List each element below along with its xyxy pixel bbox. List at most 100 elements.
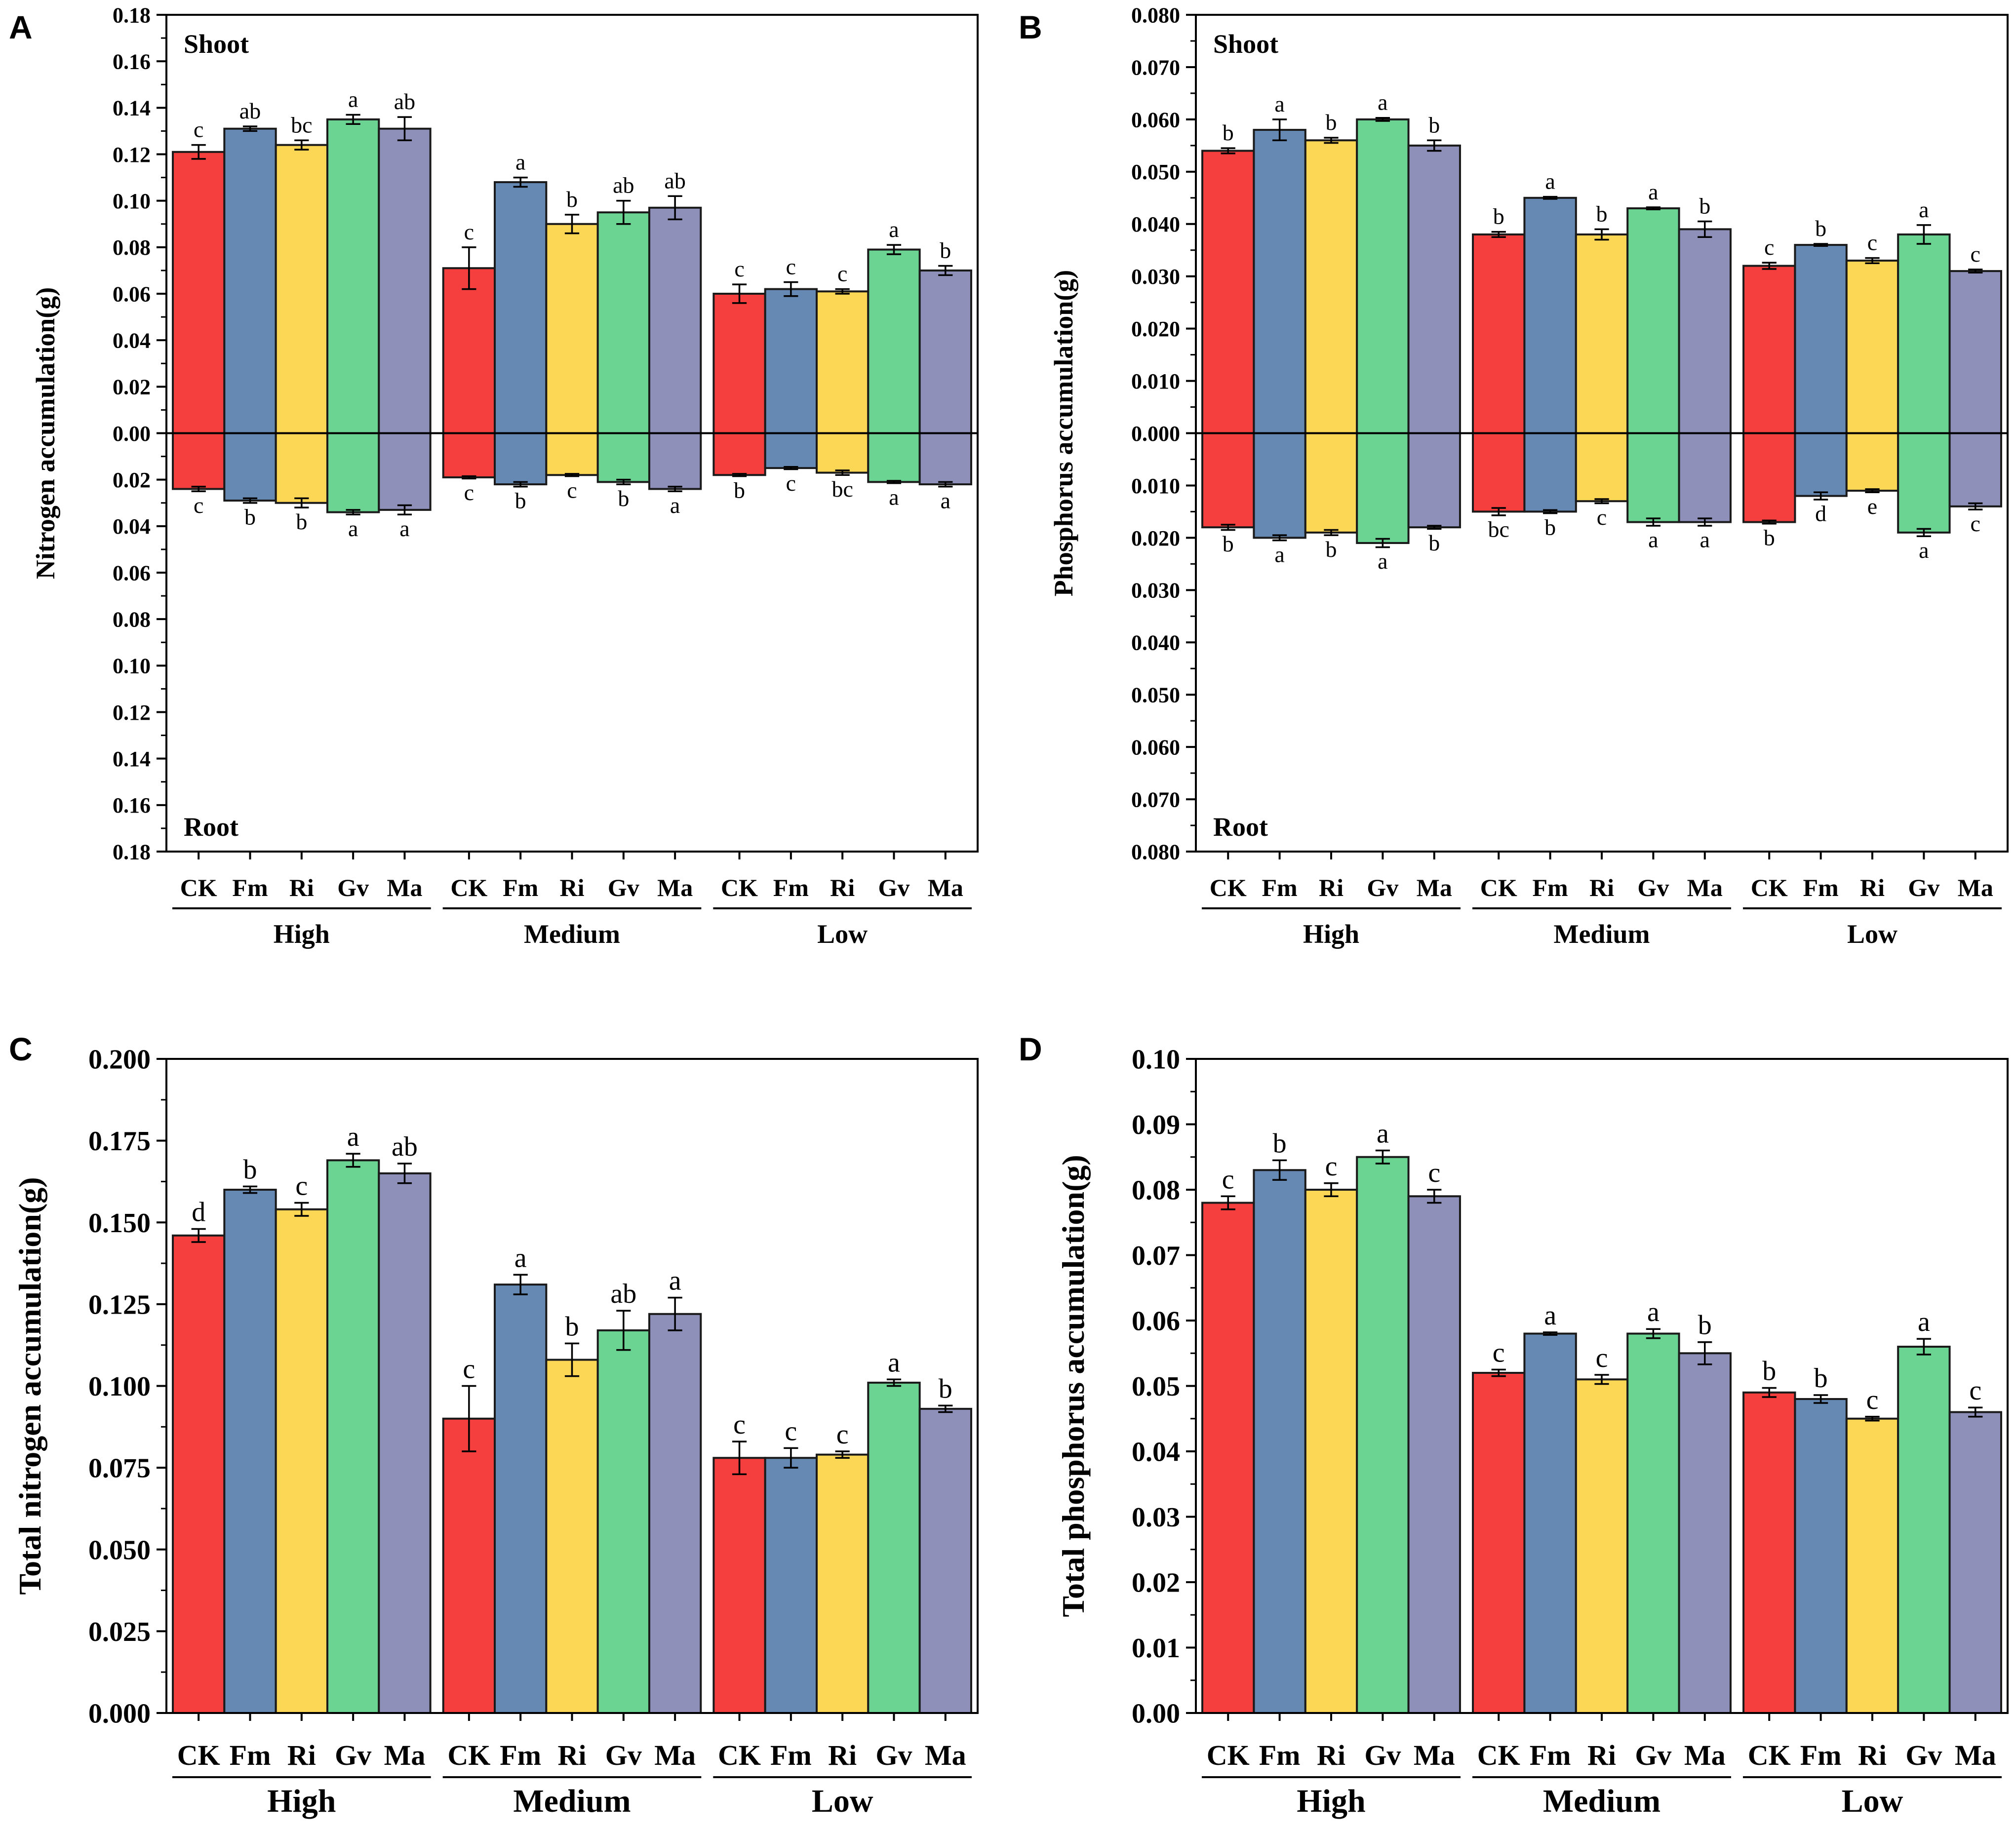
group-label: Low — [817, 919, 868, 949]
bar-fm — [1253, 129, 1306, 434]
bar-ma — [1407, 144, 1461, 434]
bar-gv — [1626, 432, 1680, 523]
category-label: Ri — [1587, 1739, 1616, 1771]
category-label: Ma — [657, 874, 693, 901]
significance-letter: a — [1648, 527, 1658, 552]
significance-letter: ab — [610, 1279, 636, 1309]
bar-ri — [1575, 233, 1629, 434]
significance-letter: ab — [394, 89, 415, 114]
region-label-shoot: Shoot — [1213, 29, 1278, 59]
bar-ck — [1201, 150, 1255, 434]
bar-ri — [816, 1453, 870, 1714]
significance-letter: d — [1815, 501, 1826, 526]
y-tick-label: 0.040 — [1131, 631, 1180, 655]
category-label: CK — [1748, 1739, 1791, 1771]
bar-ck — [1742, 432, 1796, 523]
bar-ma — [1678, 228, 1732, 434]
y-tick-label: 0.07 — [1132, 1241, 1180, 1271]
significance-letter: a — [514, 1243, 527, 1273]
y-tick-label: 0.10 — [113, 654, 151, 678]
y-tick-label: 0.02 — [113, 375, 151, 399]
bar-ma — [918, 1407, 972, 1714]
group-label: Low — [812, 1783, 873, 1819]
y-tick-label: 0.03 — [1132, 1502, 1180, 1533]
significance-letter: c — [1428, 1158, 1440, 1188]
significance-letter: b — [1764, 525, 1775, 550]
significance-letter: c — [1764, 234, 1774, 260]
y-tick-label: 0.000 — [88, 1699, 151, 1729]
category-label: Ri — [830, 874, 855, 901]
group-label: Medium — [1543, 1783, 1660, 1819]
y-tick-label: 0.020 — [1131, 317, 1180, 341]
significance-letter: c — [836, 1419, 849, 1450]
bar-fm — [764, 432, 818, 469]
y-tick-label: 0.10 — [113, 189, 151, 213]
significance-letter: c — [734, 256, 744, 281]
significance-letter: a — [1545, 169, 1555, 194]
bar-fm — [1523, 196, 1577, 434]
bar-ma — [378, 432, 432, 511]
bar-gv — [326, 1159, 380, 1714]
bar-fm — [1253, 1169, 1306, 1714]
significance-letter: a — [399, 516, 409, 541]
significance-letter: b — [1815, 216, 1826, 241]
y-tick-label: 0.08 — [113, 608, 151, 632]
y-axis-label: Total nitrogen accumulation(g) — [12, 1177, 47, 1595]
significance-letter: b — [244, 504, 256, 529]
group-label: Low — [1847, 919, 1897, 949]
significance-letter: c — [1596, 1343, 1608, 1373]
bar-ma — [648, 432, 702, 490]
bar-gv — [326, 432, 380, 513]
bar-gv — [1356, 1156, 1410, 1714]
bar-ri — [1845, 1417, 1899, 1714]
bar-gv — [326, 118, 380, 434]
significance-letter: c — [837, 261, 847, 286]
significance-letter: b — [1326, 537, 1337, 562]
y-tick-label: 0.080 — [1131, 840, 1180, 864]
category-label: CK — [1480, 874, 1517, 901]
bar-gv — [1897, 432, 1951, 534]
category-label: Gv — [337, 874, 369, 901]
y-tick-label: 0.030 — [1131, 265, 1180, 289]
significance-letter: bc — [1488, 517, 1509, 542]
category-label: Ma — [384, 1739, 426, 1771]
category-label: Gv — [1367, 874, 1398, 901]
significance-letter: c — [464, 219, 474, 244]
category-label: Gv — [335, 1739, 371, 1771]
bar-ma — [918, 269, 972, 434]
panel-d: D Total phosphorus accumulation(g) 0.00 0.0… — [1019, 1031, 2009, 1819]
y-tick-label: 0.070 — [1131, 55, 1180, 79]
region-label-root: Root — [1213, 812, 1268, 842]
significance-letter: b — [1814, 1363, 1828, 1394]
significance-letter: b — [1698, 1310, 1712, 1341]
category-label: Fm — [1800, 1739, 1842, 1771]
y-tick-label: 0.01 — [1132, 1633, 1180, 1664]
bar-ri — [1845, 432, 1899, 492]
category-label: Ri — [558, 1739, 587, 1771]
y-tick-label: 0.00 — [113, 422, 151, 446]
bar-fm — [223, 432, 277, 502]
category-label: Ma — [1958, 874, 1993, 901]
bar-ck — [172, 151, 226, 434]
category-label: Fm — [232, 874, 268, 901]
significance-letter: b — [939, 1373, 952, 1404]
y-tick-label: 0.08 — [1132, 1175, 1180, 1206]
y-tick-label: 0.14 — [113, 96, 151, 120]
group-label: High — [1297, 1783, 1365, 1819]
category-label: Ri — [1860, 874, 1885, 901]
significance-letter: a — [889, 484, 899, 509]
bar-gv — [596, 1329, 650, 1714]
category-label: Ma — [1955, 1739, 1996, 1771]
bar-gv — [867, 1381, 921, 1714]
bar-gv — [1897, 1346, 1951, 1714]
significance-letter: ab — [239, 98, 261, 123]
y-tick-label: 0.080 — [1131, 3, 1180, 27]
y-tick-label: 0.08 — [113, 235, 151, 260]
y-tick-label: 0.12 — [113, 700, 151, 725]
y-tick-label: 0.070 — [1131, 787, 1180, 812]
significance-letter: c — [1222, 1164, 1234, 1195]
bar-gv — [1897, 233, 1951, 434]
group-label: Medium — [1554, 919, 1650, 949]
significance-letter: b — [1273, 1128, 1287, 1159]
